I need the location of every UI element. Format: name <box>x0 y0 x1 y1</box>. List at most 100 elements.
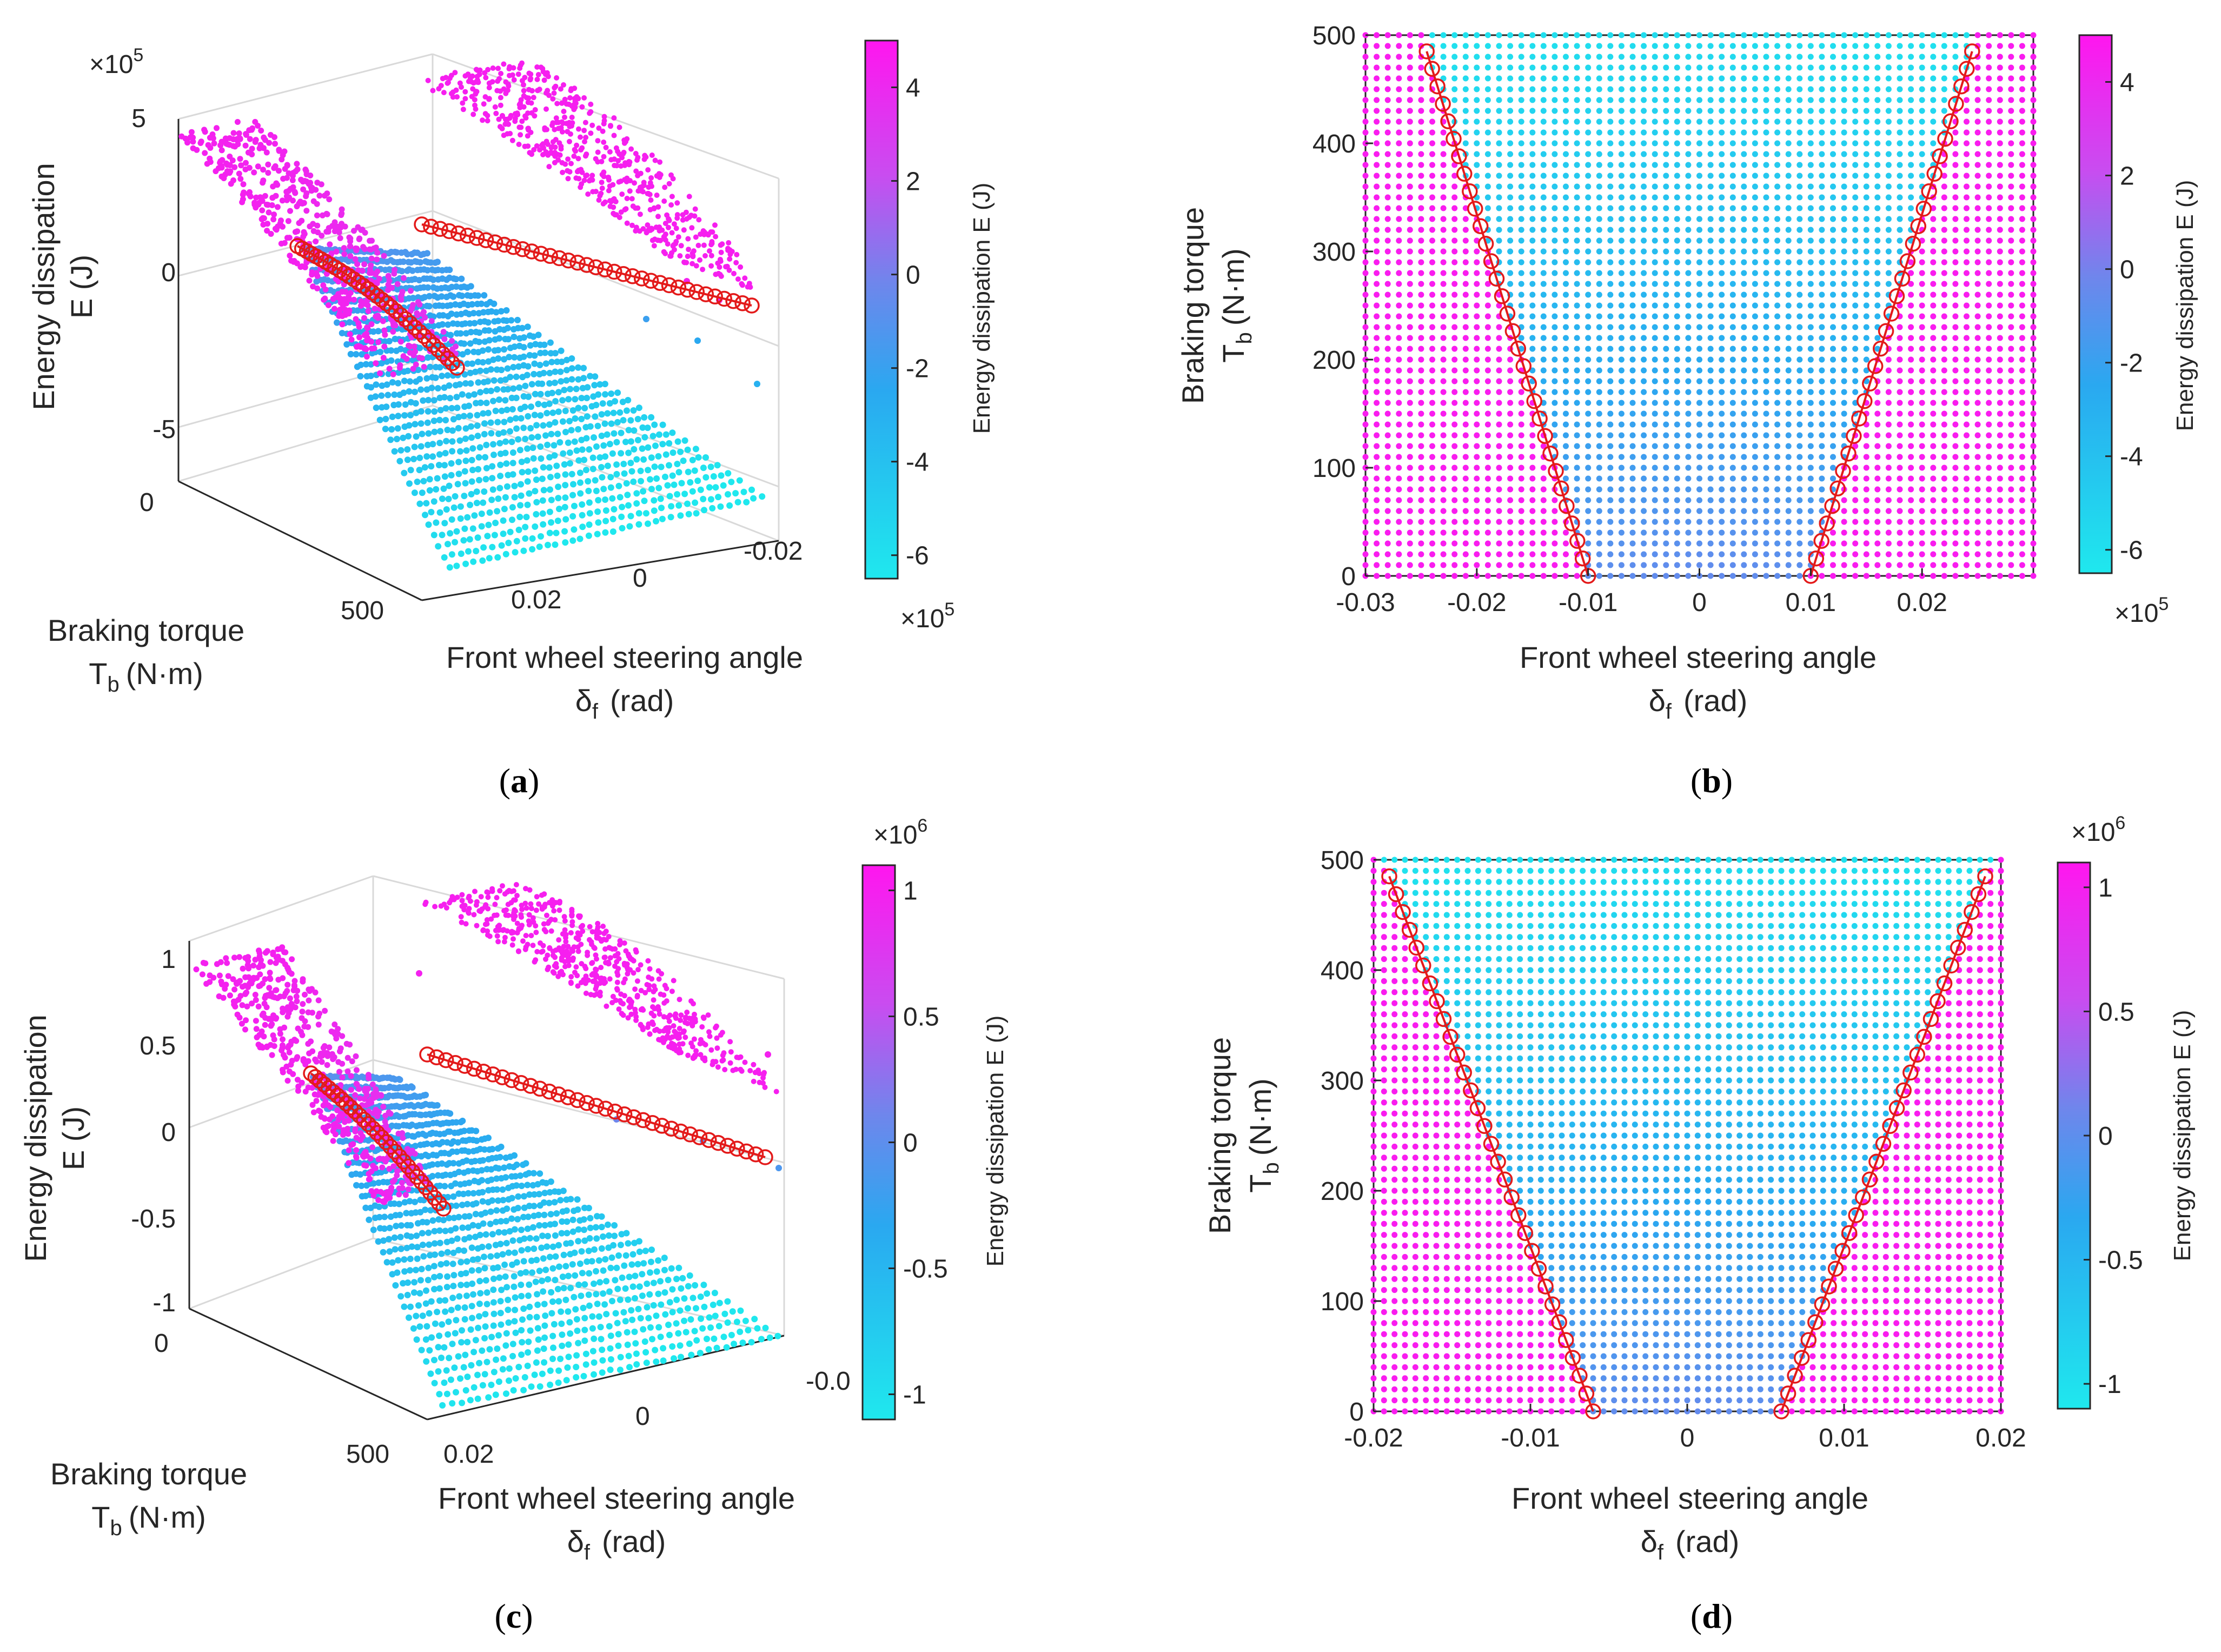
b-point <box>2019 237 2025 244</box>
b-point <box>1885 281 1892 287</box>
a-point <box>726 502 733 509</box>
a-point <box>351 296 357 303</box>
a-point <box>554 518 561 525</box>
b-point <box>1964 281 1970 287</box>
b-point <box>1629 281 1636 287</box>
a-point <box>264 228 270 234</box>
b-point <box>2008 432 2014 439</box>
a-point <box>255 163 261 170</box>
a-point <box>231 164 238 170</box>
b-point <box>1585 313 1592 320</box>
b-point <box>1863 497 1869 503</box>
b-point <box>1986 378 1992 384</box>
b-point <box>1685 259 1692 266</box>
a-point <box>666 217 672 223</box>
a-point <box>653 518 659 525</box>
b-point <box>1841 400 1847 406</box>
b-point <box>1729 508 1736 514</box>
b-point <box>1819 313 1825 320</box>
b-point <box>1384 443 1391 449</box>
b-point <box>1396 324 1402 330</box>
a-point <box>537 349 544 356</box>
b-point <box>1964 227 1970 233</box>
b-point <box>1930 475 1937 482</box>
b-point <box>1407 562 1413 568</box>
a-point <box>512 415 519 422</box>
b-point <box>1574 248 1580 255</box>
a-point <box>578 147 584 153</box>
a-point <box>473 500 480 507</box>
b-point <box>1496 443 1502 449</box>
a-point <box>456 437 463 444</box>
b-point <box>1407 237 1413 244</box>
b-point <box>1663 118 1669 125</box>
b-point <box>1607 400 1614 406</box>
a-point <box>428 318 435 324</box>
b-point <box>1451 443 1458 449</box>
a-point <box>260 177 267 184</box>
b-point <box>1484 508 1491 514</box>
b-point <box>2019 248 2025 255</box>
b-point <box>1719 291 1725 298</box>
b-point <box>1696 237 1702 244</box>
b-point <box>1596 529 1602 536</box>
b-point <box>1596 313 1602 320</box>
a-point <box>474 412 481 419</box>
b-point <box>1852 216 1859 222</box>
b-point <box>1841 129 1847 136</box>
b-point <box>1807 475 1814 482</box>
b-point <box>1618 465 1625 471</box>
b-point <box>1841 291 1847 298</box>
b-point <box>1474 454 1480 460</box>
b-point <box>1696 129 1702 136</box>
a-point <box>552 350 559 357</box>
a-point <box>585 487 592 494</box>
a-point <box>433 486 440 493</box>
b-point <box>2030 270 2037 276</box>
b-point <box>1696 227 1702 233</box>
b-point <box>1496 432 1502 439</box>
a-point <box>520 424 527 432</box>
b-point <box>1741 291 1747 298</box>
a-point <box>558 378 565 385</box>
b-point <box>2030 529 2037 536</box>
b-point <box>1941 281 1947 287</box>
b-point <box>1418 302 1424 309</box>
a-point <box>400 389 407 396</box>
b-point <box>1496 389 1502 395</box>
b-point <box>1374 335 1380 341</box>
b-point <box>1418 162 1424 168</box>
b-point <box>1952 378 1959 384</box>
b-point <box>1518 237 1524 244</box>
b-point <box>1729 335 1736 341</box>
b-point <box>1964 140 1970 147</box>
b-point <box>1997 551 2003 558</box>
b-point <box>1429 573 1435 579</box>
a-point <box>640 456 647 463</box>
b-point <box>1830 183 1836 190</box>
b-point <box>1552 562 1558 568</box>
b-point <box>1774 519 1781 525</box>
b-point <box>1574 432 1580 439</box>
b-point <box>1908 497 1914 503</box>
a-point <box>464 360 471 367</box>
a-point <box>533 499 540 506</box>
a-point <box>538 455 545 462</box>
b-point <box>1930 551 1937 558</box>
a-point <box>425 521 432 528</box>
a-point <box>531 360 538 367</box>
b-point <box>1964 259 1970 266</box>
b-point <box>1752 237 1758 244</box>
b-point <box>1496 324 1502 330</box>
b-point <box>1374 421 1380 428</box>
a-point <box>569 115 575 120</box>
b-point <box>1396 281 1402 287</box>
a-point <box>505 540 512 546</box>
a-point <box>598 464 605 470</box>
b-point <box>1585 205 1592 211</box>
b-point <box>1362 389 1369 395</box>
b-point <box>1841 216 1847 222</box>
b-point <box>1641 205 1647 211</box>
a-point <box>525 125 531 131</box>
b-point <box>1596 237 1602 244</box>
